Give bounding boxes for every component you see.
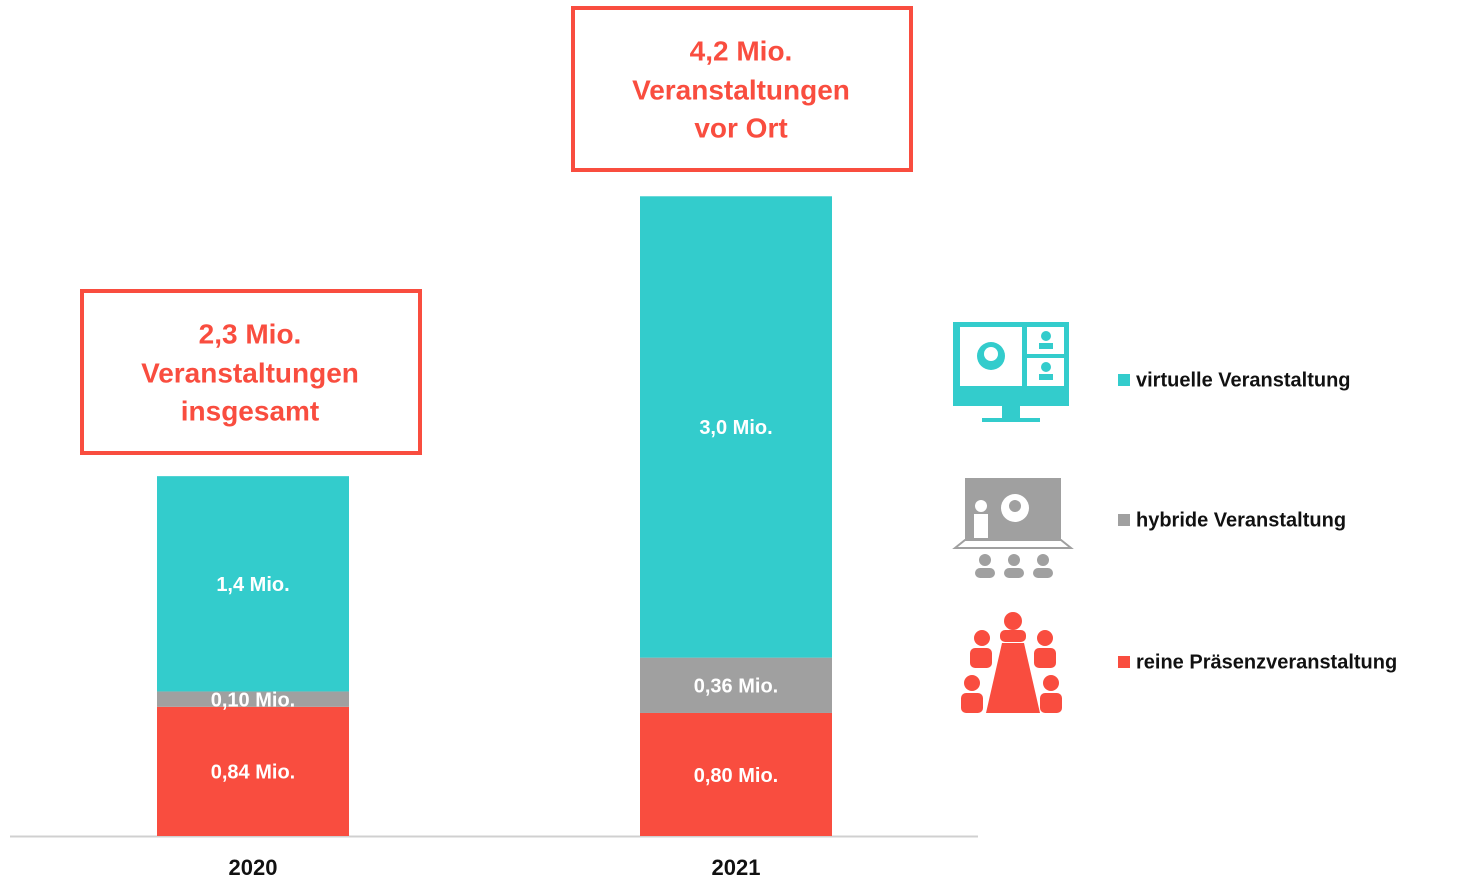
bar-segment (157, 476, 349, 692)
annotation-text: 2,3 Mio. (199, 318, 302, 349)
value-label: 0,10 Mio. (211, 689, 295, 711)
annotation-text: 4,2 Mio. (690, 35, 793, 66)
legend-swatch (1118, 374, 1130, 386)
bar-segment (640, 196, 832, 658)
x-tick-label: 2021 (712, 855, 761, 880)
value-label: 1,4 Mio. (216, 574, 289, 596)
value-label: 0,80 Mio. (694, 765, 778, 787)
icon-hybrid (952, 478, 1074, 578)
value-label: 0,84 Mio. (211, 762, 295, 784)
legend-label: hybride Veranstaltung (1136, 509, 1346, 531)
legend-swatch (1118, 656, 1130, 668)
legend-label: reine Präsenzveranstaltung (1136, 651, 1397, 673)
annotation-text: Veranstaltungen (632, 74, 850, 105)
value-label: 3,0 Mio. (699, 417, 772, 439)
legend-swatch (1118, 514, 1130, 526)
x-tick-label: 2020 (229, 855, 278, 880)
annotation-text: Veranstaltungen (141, 357, 359, 388)
value-label: 0,36 Mio. (694, 676, 778, 698)
bar-segment (157, 691, 349, 707)
bar-segment (640, 712, 832, 836)
annotation-text: vor Ort (694, 112, 787, 143)
annotation-box (80, 289, 422, 455)
legend-label: virtuelle Veranstaltung (1136, 369, 1351, 391)
icon-virtual (953, 322, 1069, 422)
bar-segment (157, 706, 349, 836)
bar-segment (640, 657, 832, 713)
annotation-text: insgesamt (181, 395, 320, 426)
icon-presence (961, 612, 1062, 713)
annotation-box (571, 6, 913, 172)
